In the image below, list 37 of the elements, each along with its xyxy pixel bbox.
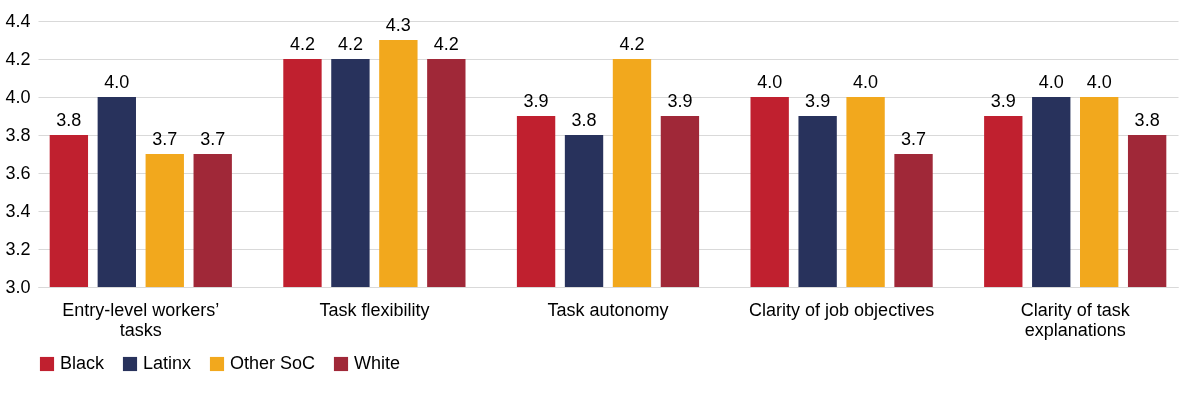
legend-label: Black (60, 353, 106, 373)
data-label: 4.2 (433, 34, 459, 54)
data-label: 4.2 (619, 34, 645, 54)
data-label: 4.3 (385, 15, 411, 35)
y-tick-label: 3.8 (5, 124, 31, 145)
data-label: 4.2 (289, 34, 315, 54)
data-label: 3.9 (523, 91, 549, 111)
data-label: 3.9 (990, 91, 1016, 111)
data-label: 4.0 (104, 72, 130, 92)
data-label: 3.8 (56, 110, 82, 130)
legend-label: White (354, 353, 401, 373)
data-label: 3.7 (200, 129, 226, 149)
y-tick-label: 4.0 (5, 86, 31, 107)
y-tick-label: 3.2 (5, 238, 31, 259)
data-label: 3.9 (805, 91, 831, 111)
legend-label: Latinx (143, 353, 192, 373)
data-label: 4.0 (757, 72, 783, 92)
y-tick-label: 4.2 (5, 48, 31, 69)
y-tick-label: 4.4 (5, 10, 31, 31)
x-tick-label: Task flexibility (319, 299, 430, 320)
x-tick-label: Clarity of task explanations (1020, 299, 1131, 340)
data-label: 3.9 (667, 91, 693, 111)
data-label: 4.2 (337, 34, 363, 54)
x-tick-label: Entry-level workers’ tasks (62, 299, 220, 340)
x-tick-label: Clarity of job objectives (749, 299, 935, 320)
data-label: 3.8 (571, 110, 597, 130)
data-label: 3.7 (901, 129, 927, 149)
data-label: 4.0 (1038, 72, 1064, 92)
data-label: 3.7 (152, 129, 178, 149)
y-tick-label: 3.6 (5, 162, 31, 183)
data-label: 3.8 (1134, 110, 1160, 130)
y-tick-label: 3.4 (5, 200, 31, 221)
x-tick-label: Task autonomy (547, 299, 669, 320)
y-tick-label: 3.0 (5, 276, 31, 297)
legend-label: Other SoC (230, 353, 316, 373)
data-label: 4.0 (853, 72, 879, 92)
data-label: 4.0 (1086, 72, 1112, 92)
